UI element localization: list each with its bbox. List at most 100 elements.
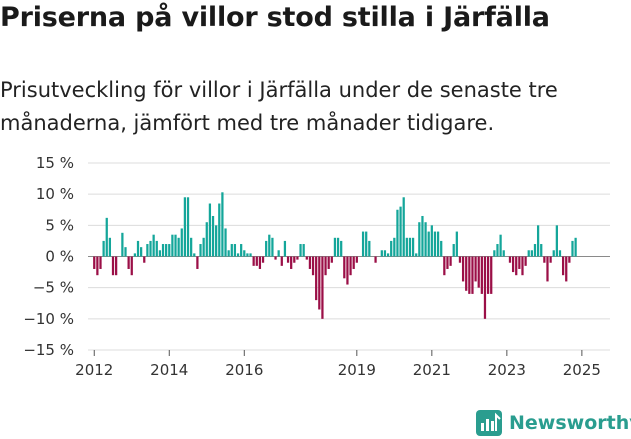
y-axis-labels: 15 % 10 % 5 % 0 % −5 % −10 % −15 % xyxy=(23,154,74,359)
bar xyxy=(236,253,240,257)
bar xyxy=(499,234,502,257)
bar xyxy=(536,225,540,257)
bar xyxy=(158,250,162,257)
x-tick-label: 2025 xyxy=(563,361,601,379)
bar xyxy=(340,240,343,257)
bar xyxy=(293,256,296,263)
x-axis: 2012 2014 2016 2019 2021 2023 2025 xyxy=(75,350,601,379)
bar xyxy=(171,234,174,257)
bar xyxy=(527,250,530,257)
chart-subtitle: Prisutveckling för villor i Järfälla und… xyxy=(0,78,558,135)
bar xyxy=(427,231,430,257)
bar xyxy=(149,240,152,257)
bar xyxy=(452,244,455,257)
bar xyxy=(380,250,383,257)
bar xyxy=(518,256,521,269)
bar xyxy=(165,244,168,257)
bar xyxy=(183,197,187,257)
bar xyxy=(227,250,230,257)
latest-value-annotation: 0 % xyxy=(590,0,620,4)
bar xyxy=(552,250,555,257)
bar xyxy=(230,244,233,257)
bar xyxy=(343,256,346,279)
bar xyxy=(386,253,390,257)
bar xyxy=(324,256,327,276)
bar xyxy=(224,228,227,257)
bar xyxy=(161,244,165,257)
bar xyxy=(405,237,408,257)
bar xyxy=(355,256,358,263)
bar xyxy=(261,256,265,263)
bar xyxy=(174,234,177,257)
bar xyxy=(336,237,340,257)
bar xyxy=(493,250,496,257)
bar xyxy=(249,253,252,257)
x-tick-label: 2019 xyxy=(338,361,376,379)
y-tick-label: 15 % xyxy=(36,154,74,172)
bar xyxy=(240,244,243,257)
bar xyxy=(111,256,115,276)
bar xyxy=(299,244,302,257)
bar xyxy=(449,256,452,266)
y-tick-label: 10 % xyxy=(36,185,74,203)
bar xyxy=(202,237,205,257)
bar xyxy=(490,256,493,294)
y-tick-label: −15 % xyxy=(23,341,74,359)
bar xyxy=(421,215,424,257)
bar xyxy=(555,225,558,257)
bar xyxy=(177,237,180,257)
x-tick-label: 2023 xyxy=(488,361,526,379)
bar xyxy=(515,256,518,276)
bar xyxy=(446,256,449,269)
bar xyxy=(558,250,562,257)
bar xyxy=(280,256,283,266)
bar xyxy=(393,237,396,257)
bar xyxy=(383,250,387,257)
bars xyxy=(93,192,577,319)
bar xyxy=(290,256,293,269)
bar xyxy=(424,222,427,257)
bar xyxy=(533,244,537,257)
bar xyxy=(271,237,274,257)
bar xyxy=(140,247,143,257)
bar xyxy=(546,256,549,282)
bar xyxy=(461,256,465,282)
bar xyxy=(246,253,249,257)
bar xyxy=(286,256,290,263)
bar xyxy=(511,256,515,273)
bar xyxy=(365,231,368,257)
bar xyxy=(524,256,527,266)
bar xyxy=(530,250,533,257)
y-tick-label: 0 % xyxy=(45,248,74,266)
x-tick-label: 2016 xyxy=(225,361,263,379)
bar xyxy=(390,240,393,257)
x-tick-label: 2014 xyxy=(150,361,188,379)
bar xyxy=(471,256,474,294)
bar xyxy=(543,256,546,263)
bar xyxy=(302,244,305,257)
bar xyxy=(265,240,268,257)
bar xyxy=(433,231,437,257)
bar xyxy=(411,237,415,257)
bar xyxy=(374,256,377,263)
bar xyxy=(268,234,271,257)
bar xyxy=(196,256,199,269)
bar xyxy=(199,244,202,257)
bar xyxy=(333,237,337,257)
bar xyxy=(483,256,487,319)
bar xyxy=(565,256,568,282)
bar xyxy=(458,256,462,263)
newsworthy-logo[interactable]: Newsworthy xyxy=(476,410,631,436)
bar xyxy=(136,240,140,257)
bar xyxy=(283,240,287,257)
bar xyxy=(574,237,577,257)
bar xyxy=(318,256,321,310)
bar xyxy=(502,250,505,257)
bar xyxy=(480,256,483,294)
bar xyxy=(308,256,312,269)
bar xyxy=(155,240,158,257)
bar xyxy=(127,256,130,269)
bar xyxy=(508,256,512,263)
bar xyxy=(330,256,333,263)
bar xyxy=(474,256,477,282)
